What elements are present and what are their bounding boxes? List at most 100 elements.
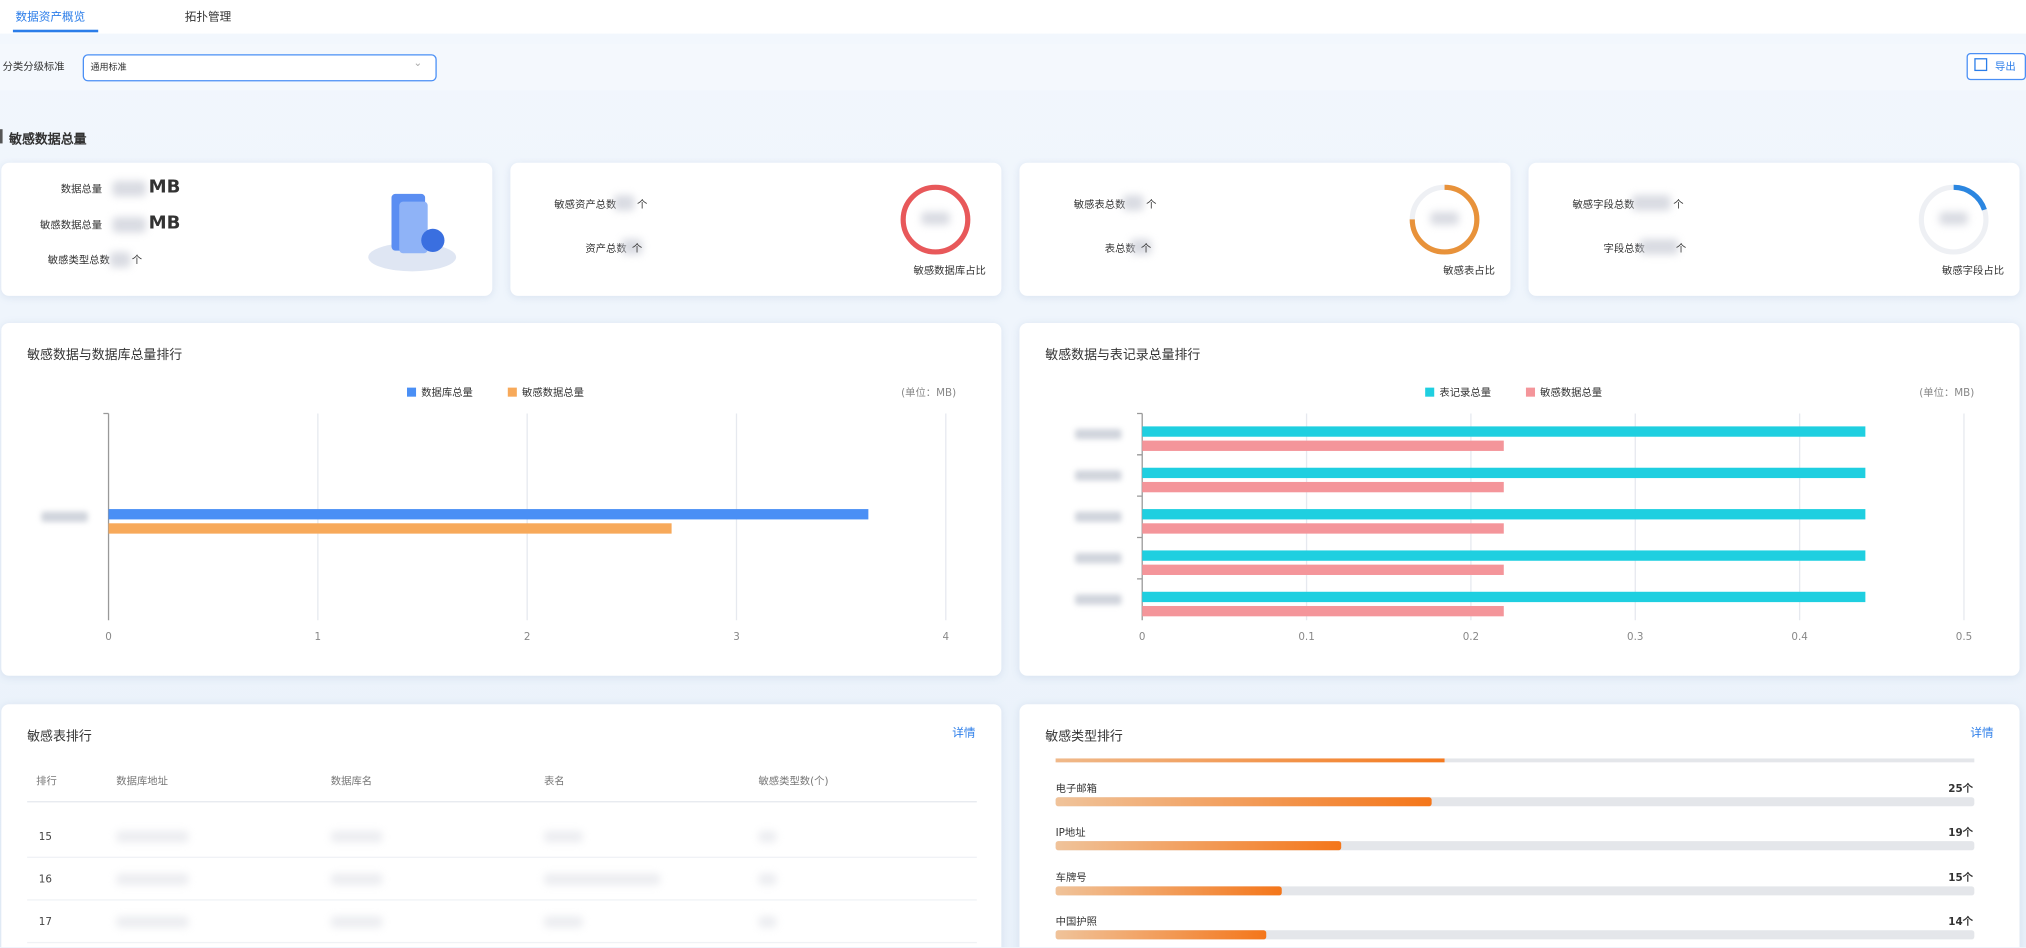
tab[interactable]: 数据资产概览 bbox=[15, 11, 86, 25]
blurred-value bbox=[1130, 239, 1152, 255]
bar bbox=[1142, 467, 1866, 479]
ring-label: 敏感数据库占比 bbox=[913, 264, 986, 277]
blurred-value bbox=[112, 180, 147, 197]
ratio-ring bbox=[1918, 184, 1989, 255]
progress-bar bbox=[1055, 797, 1433, 807]
bar bbox=[1142, 564, 1504, 575]
legend-swatch bbox=[1525, 387, 1536, 397]
legend-label: 数据库总量 bbox=[421, 386, 473, 399]
panel-title: 敏感类型排行 bbox=[1045, 730, 1123, 745]
chart: (单位：MB) 表记录总量 敏感数据总量 0 0.1 0.2 0.3 0.4 0.5 bbox=[1075, 386, 1974, 643]
icon-body bbox=[399, 201, 428, 254]
metric-label: 敏感字段总数 bbox=[1572, 198, 1635, 211]
type-name: 中国护照 bbox=[1055, 915, 1097, 928]
export-label: 导出 bbox=[1994, 60, 2016, 73]
x-tick-label: 0 bbox=[105, 631, 112, 643]
x-tick-label: 4 bbox=[943, 631, 950, 643]
progress-track bbox=[1055, 797, 1975, 807]
progress-track bbox=[1055, 930, 1975, 940]
tab-indicator bbox=[12, 29, 99, 33]
type-count: 14个 bbox=[1948, 915, 1974, 928]
chart-title: 敏感数据与表记录总量排行 bbox=[1045, 348, 1201, 364]
blurred-value bbox=[1639, 239, 1679, 255]
rank-cell: 16 bbox=[38, 873, 52, 886]
metric-unit: 个 bbox=[1140, 242, 1152, 255]
column-header: 数据库名 bbox=[330, 775, 373, 787]
rank-cell: 17 bbox=[38, 916, 52, 928]
bar bbox=[1142, 605, 1504, 617]
metric-unit: MB bbox=[148, 177, 181, 198]
type-count: 15个 bbox=[1948, 871, 1974, 884]
stat-card: 敏感资产总数个资产总数个敏感数据库占比 bbox=[510, 162, 1002, 296]
bar bbox=[1142, 591, 1866, 603]
x-tick-label: 3 bbox=[733, 631, 740, 643]
x-tick-label: 0.5 bbox=[1956, 631, 1972, 643]
tab[interactable]: 拓扑管理 bbox=[184, 11, 232, 25]
ring-arc bbox=[1918, 184, 1989, 255]
chart: (单位：MB) 数据库总量 敏感数据总量 0 1 2 3 4 bbox=[41, 386, 956, 643]
blurred-cell bbox=[543, 916, 583, 928]
bar bbox=[1142, 440, 1504, 451]
progress-track bbox=[1055, 758, 1975, 763]
metric-unit: 个 bbox=[1675, 242, 1687, 255]
type-count: 25个 bbox=[1948, 783, 1974, 795]
bar bbox=[1142, 481, 1504, 493]
legend-label: 表记录总量 bbox=[1439, 386, 1491, 399]
x-tick-label: 0.4 bbox=[1791, 631, 1807, 643]
blurred-value bbox=[921, 211, 950, 225]
chart-title: 敏感数据与数据库总量排行 bbox=[27, 348, 183, 364]
legend-swatch bbox=[507, 387, 517, 397]
blurred-cell bbox=[330, 916, 383, 928]
blurred-category bbox=[1075, 428, 1122, 440]
column-header: 排行 bbox=[36, 775, 57, 787]
blurred-value bbox=[112, 217, 147, 233]
ring-label: 敏感字段占比 bbox=[1942, 264, 2005, 277]
blurred-category bbox=[1075, 470, 1122, 481]
metric-unit: 个 bbox=[631, 242, 643, 255]
progress-bar bbox=[1055, 841, 1342, 851]
filter-label: 分类分级标准 bbox=[2, 60, 65, 73]
progress-bar bbox=[1055, 758, 1445, 763]
legend-swatch bbox=[1425, 387, 1435, 397]
type-count: 19个 bbox=[1948, 827, 1974, 839]
blurred-cell bbox=[330, 873, 383, 886]
metric-unit: 个 bbox=[131, 254, 143, 267]
progress-track bbox=[1055, 841, 1975, 851]
icon-badge bbox=[421, 228, 445, 252]
header-line bbox=[27, 801, 977, 803]
select[interactable] bbox=[82, 54, 437, 82]
ring-arc bbox=[1409, 184, 1480, 255]
ranking-panel: 敏感类型排行 详情 电子邮箱 25个 IP地址 19个 车牌号 15个 中国护照 14个 bbox=[1019, 704, 2020, 948]
x-tick-label: 0.2 bbox=[1463, 631, 1479, 643]
rank-cell: 15 bbox=[38, 830, 52, 843]
blurred-cell bbox=[543, 830, 583, 843]
chart-panel: 敏感数据与表记录总量排行 (单位：MB) 表记录总量 敏感数据总量 0 0.1 0.2 0.3… bbox=[1019, 323, 2020, 676]
detail-link[interactable]: 详情 bbox=[1970, 727, 1994, 741]
select-value: 通用标准 bbox=[90, 62, 127, 73]
stat-card: 数据总量 MB 敏感数据总量 MB 敏感类型总数 个 bbox=[1, 162, 493, 296]
metric-unit: 个 bbox=[637, 198, 648, 211]
row-line bbox=[27, 899, 977, 901]
blurred-cell bbox=[116, 830, 189, 843]
ratio-ring bbox=[1409, 184, 1480, 255]
detail-link[interactable]: 详情 bbox=[952, 727, 976, 741]
column-header: 表名 bbox=[543, 775, 565, 787]
metric-label: 数据总量 bbox=[60, 183, 103, 196]
bar bbox=[1142, 550, 1866, 561]
bar bbox=[108, 523, 672, 534]
ratio-ring bbox=[900, 184, 971, 255]
stat-card: 敏感字段总数个字段总数个敏感字段占比 bbox=[1528, 162, 2020, 296]
legend-label: 敏感数据总量 bbox=[1540, 386, 1602, 399]
database-icon bbox=[368, 193, 457, 272]
x-tick-label: 0.3 bbox=[1627, 631, 1643, 643]
blurred-value bbox=[1631, 195, 1671, 211]
type-name: 电子邮箱 bbox=[1055, 783, 1097, 795]
legend-swatch bbox=[407, 387, 417, 397]
metric-label: 敏感数据总量 bbox=[40, 219, 103, 232]
blurred-category bbox=[1075, 594, 1122, 605]
blurred-value bbox=[109, 251, 131, 268]
export-button[interactable] bbox=[1966, 52, 2026, 81]
progress-bar bbox=[1055, 930, 1267, 940]
blurred-value bbox=[621, 239, 643, 255]
